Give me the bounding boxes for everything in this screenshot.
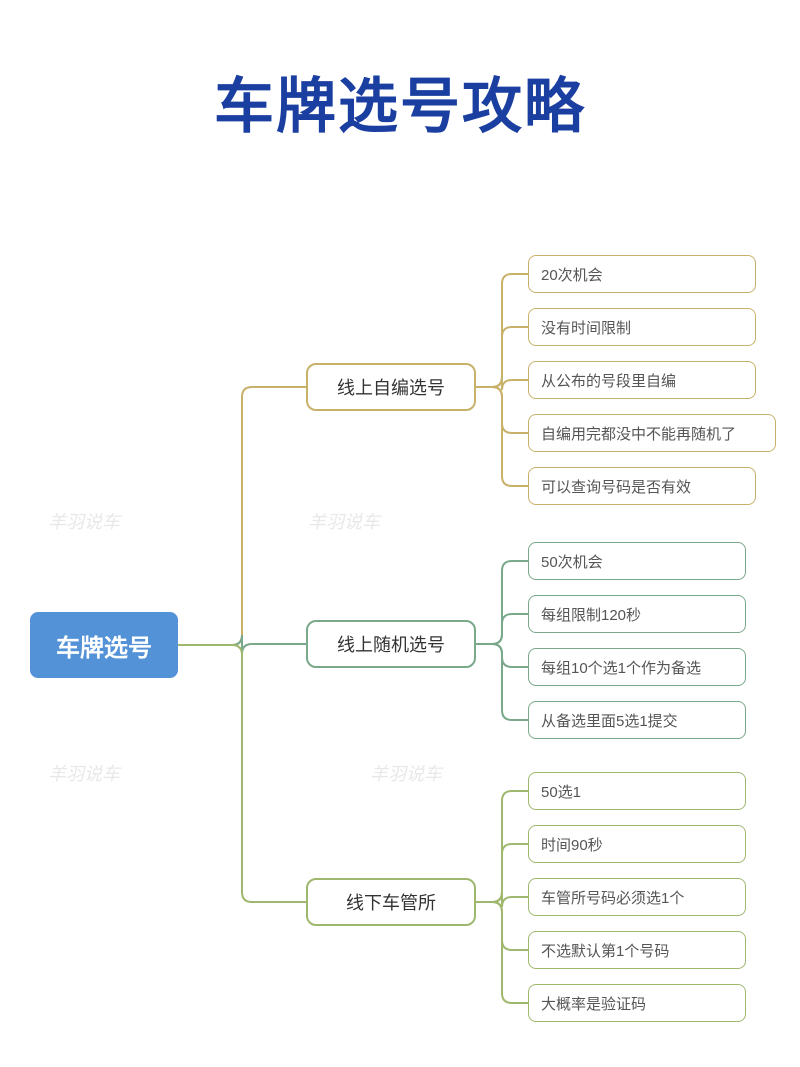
leaf-node: 不选默认第1个号码 <box>528 931 746 969</box>
leaf-node: 没有时间限制 <box>528 308 756 346</box>
watermark: 羊羽说车 <box>48 760 120 786</box>
leaf-node: 自编用完都没中不能再随机了 <box>528 414 776 452</box>
page-title: 车牌选号攻略 <box>0 0 800 145</box>
leaf-node: 20次机会 <box>528 255 756 293</box>
leaf-node: 每组10个选1个作为备选 <box>528 648 746 686</box>
branch-node-b2: 线上随机选号 <box>306 620 476 668</box>
leaf-node: 车管所号码必须选1个 <box>528 878 746 916</box>
watermark: 羊羽说车 <box>370 760 442 786</box>
leaf-node: 从公布的号段里自编 <box>528 361 756 399</box>
branch-node-b1: 线上自编选号 <box>306 363 476 411</box>
leaf-node: 可以查询号码是否有效 <box>528 467 756 505</box>
leaf-node: 50次机会 <box>528 542 746 580</box>
leaf-node: 50选1 <box>528 772 746 810</box>
leaf-node: 大概率是验证码 <box>528 984 746 1022</box>
leaf-node: 从备选里面5选1提交 <box>528 701 746 739</box>
root-node: 车牌选号 <box>30 612 178 678</box>
branch-node-b3: 线下车管所 <box>306 878 476 926</box>
watermark: 羊羽说车 <box>308 508 380 534</box>
watermark: 羊羽说车 <box>48 508 120 534</box>
leaf-node: 时间90秒 <box>528 825 746 863</box>
leaf-node: 每组限制120秒 <box>528 595 746 633</box>
